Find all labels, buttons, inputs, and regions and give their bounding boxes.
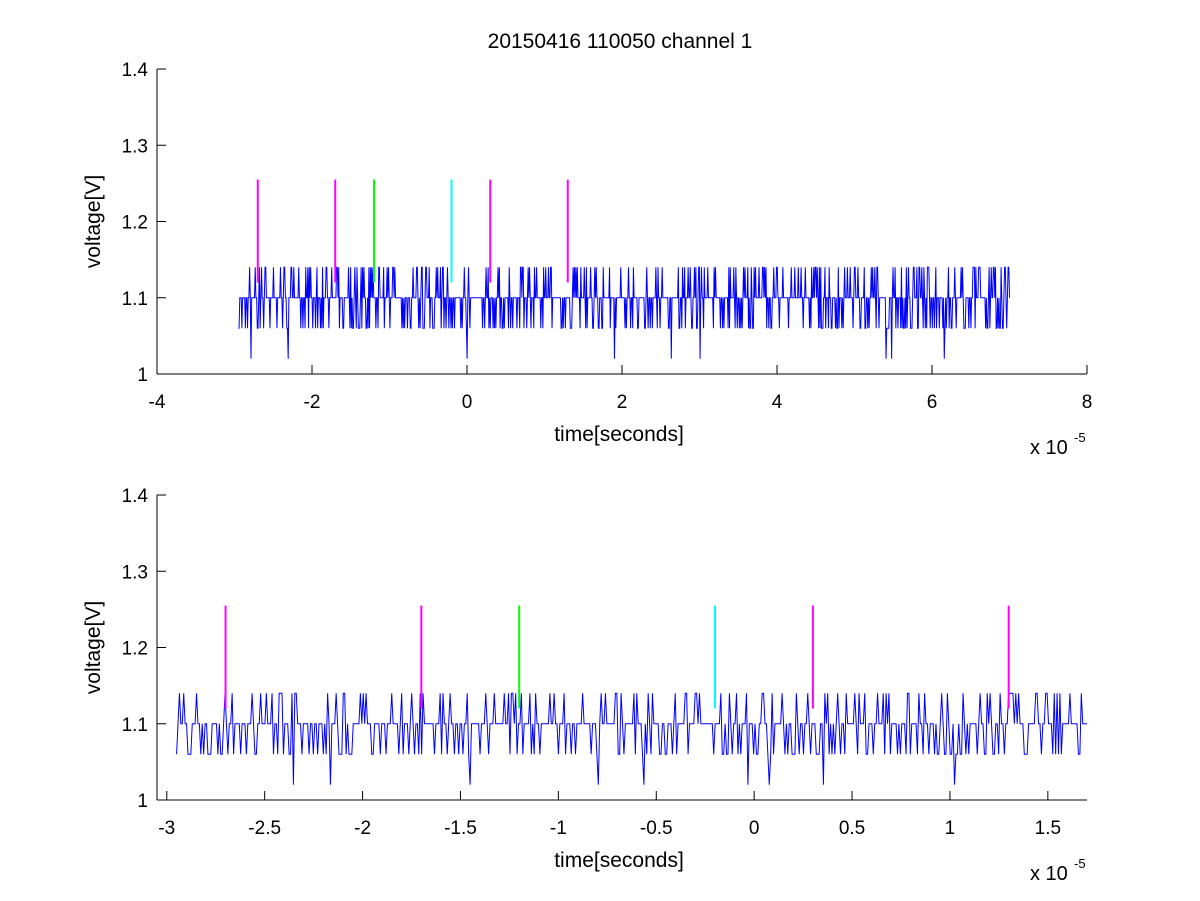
plot-top: 1 1.1 1.2 1.3 1.4 -4 -2 0 2 4 6 8 time[seconds] volta… bbox=[82, 60, 1092, 459]
y-tick-label: 1.3 bbox=[122, 136, 148, 157]
plot-bottom: 1 1.1 1.2 1.3 1.4 -3 -2.5 -2 -1.5 -1 -0.5 0 0.5 1 1.5 t… bbox=[82, 486, 1087, 885]
x-tick-label: 6 bbox=[927, 392, 938, 413]
x-tick-label: -0.5 bbox=[640, 818, 673, 839]
x-tick-label: 2 bbox=[617, 392, 628, 413]
x-tick-label: -2 bbox=[354, 818, 371, 839]
y-tick-label: 1.2 bbox=[122, 639, 148, 660]
x-tick-label: 0.5 bbox=[839, 818, 865, 839]
x-tick-label: 1 bbox=[945, 818, 956, 839]
x-tick-label: 8 bbox=[1082, 392, 1093, 413]
y-tick-label: 1.2 bbox=[122, 213, 148, 234]
y-tick-label: 1.4 bbox=[122, 60, 149, 81]
x-exponent-label: x 10 bbox=[1030, 863, 1068, 885]
y-axis-label: voltage[V] bbox=[82, 175, 105, 268]
x-tick-label: 0 bbox=[749, 818, 760, 839]
y-tick-label: 1.1 bbox=[122, 289, 148, 310]
voltage-trace bbox=[238, 266, 1010, 359]
y-tick-label: 1 bbox=[137, 791, 148, 812]
y-tick-label: 1.1 bbox=[122, 715, 148, 736]
x-exponent-superscript: -5 bbox=[1074, 856, 1086, 871]
x-tick-label: 4 bbox=[772, 392, 783, 413]
x-axis-label: time[seconds] bbox=[554, 423, 684, 446]
x-tick-label: -2 bbox=[304, 392, 321, 413]
x-axis-label: time[seconds] bbox=[554, 849, 684, 872]
y-tick-label: 1.4 bbox=[122, 486, 149, 507]
x-tick-label: -1 bbox=[550, 818, 567, 839]
y-tick-label: 1 bbox=[137, 365, 148, 386]
y-tick-label: 1.3 bbox=[122, 562, 148, 583]
chart-title: 20150416 110050 channel 1 bbox=[488, 30, 753, 53]
x-tick-label: -3 bbox=[158, 818, 175, 839]
voltage-trace bbox=[176, 692, 1087, 785]
y-axis-label: voltage[V] bbox=[82, 601, 105, 694]
x-exponent-label: x 10 bbox=[1030, 437, 1068, 459]
x-tick-label: -2.5 bbox=[248, 818, 281, 839]
x-tick-label: -1.5 bbox=[444, 818, 477, 839]
x-tick-label: 1.5 bbox=[1035, 818, 1061, 839]
x-tick-label: 0 bbox=[462, 392, 473, 413]
x-exponent-superscript: -5 bbox=[1074, 430, 1086, 445]
x-tick-label: -4 bbox=[149, 392, 166, 413]
